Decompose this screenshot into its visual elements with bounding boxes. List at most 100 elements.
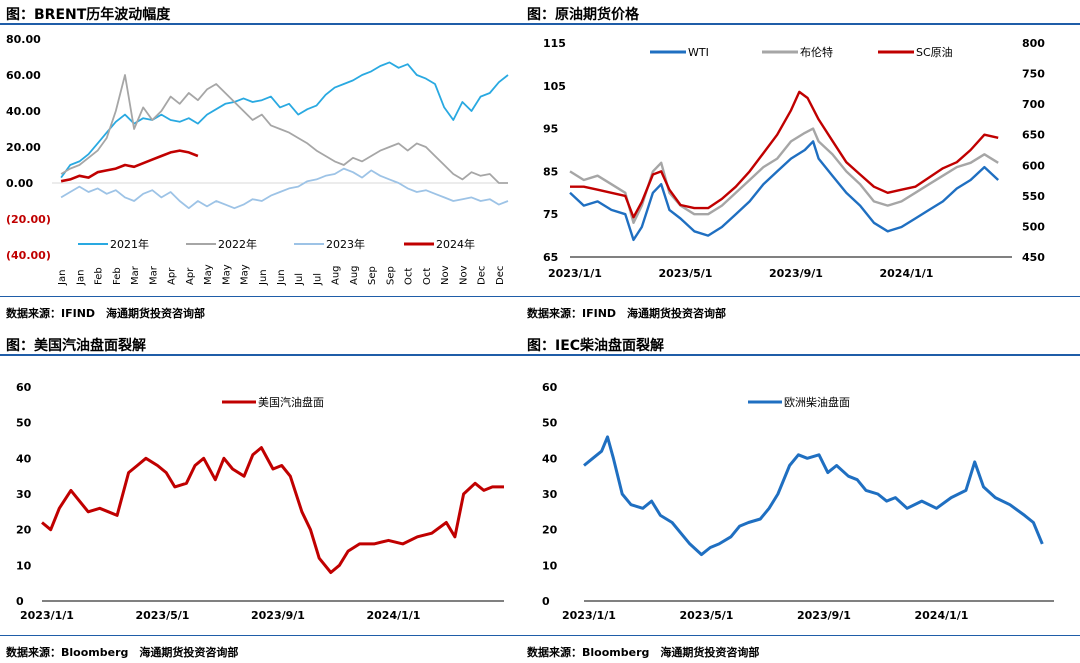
brent-volatility-chart: 80.00 60.00 40.00 20.00 0.00 (20.00) (40.00) Ja… bbox=[6, 33, 509, 286]
y-tick-label: 40 bbox=[542, 452, 558, 465]
y-tick-label: 40 bbox=[16, 452, 32, 465]
y-tick-label: 105 bbox=[543, 80, 566, 93]
y-tick-label: 20.00 bbox=[6, 141, 41, 154]
x-tick-label: Dec bbox=[477, 266, 488, 285]
panel-us-gasoline-crack: 图：美国汽油盘面裂解 60 50 40 30 20 10 0 2023/1/1 2023/5/1… bbox=[0, 331, 540, 662]
panel-iec-diesel-crack: 图：IEC柴油盘面裂解 60 50 40 30 20 10 0 2023/1/1 2023/5/… bbox=[526, 331, 1080, 662]
data-source: 数据来源：Bloomberg 海通期货投资咨询部 bbox=[6, 646, 239, 659]
series-line-0 bbox=[583, 435, 1044, 557]
x-tick-label: Sep bbox=[367, 266, 378, 285]
x-tick-label: Mar bbox=[130, 265, 141, 285]
x-tick-label: Oct bbox=[422, 268, 433, 285]
x-tick-label: May bbox=[203, 264, 214, 285]
legend-label: 2021年 bbox=[110, 237, 149, 251]
chart-title: 图：BRENT历年波动幅度 bbox=[6, 7, 171, 23]
x-tick-label: Apr bbox=[185, 267, 196, 285]
panel-crude-futures: 图：原油期货价格 115 105 95 85 75 65 800 750 700 650 600 55… bbox=[526, 0, 1080, 331]
data-source: 数据来源：Bloomberg 海通期货投资咨询部 bbox=[527, 646, 760, 659]
x-tick-label: Mar bbox=[148, 265, 159, 285]
y2-tick-label: 450 bbox=[1022, 251, 1045, 264]
x-tick-label: May bbox=[221, 264, 232, 285]
x-tick-label: Aug bbox=[331, 265, 342, 285]
x-tick-label: Oct bbox=[404, 268, 415, 285]
y-tick-label: 60 bbox=[16, 381, 32, 394]
y2-tick-label: 800 bbox=[1022, 37, 1045, 50]
legend-label: 欧洲柴油盘面 bbox=[784, 395, 850, 409]
y-tick-label: 10 bbox=[542, 559, 558, 572]
y-tick-label: (40.00) bbox=[6, 249, 51, 262]
x-tick-label: Jun bbox=[276, 269, 287, 286]
y-tick-label: 20 bbox=[542, 524, 558, 537]
title-divider bbox=[526, 354, 1080, 356]
chart-title: 图：美国汽油盘面裂解 bbox=[6, 338, 146, 354]
y-tick-label: 10 bbox=[16, 559, 32, 572]
x-tick-label: 2024/1/1 bbox=[880, 267, 934, 280]
y-tick-label: 0.00 bbox=[6, 177, 33, 190]
x-tick-label: Jul bbox=[294, 273, 305, 286]
title-divider bbox=[0, 23, 540, 25]
legend-label: 美国汽油盘面 bbox=[258, 395, 324, 409]
source-divider bbox=[526, 296, 1080, 297]
y2-tick-label: 700 bbox=[1022, 98, 1045, 111]
title-divider bbox=[0, 354, 540, 356]
y2-tick-label: 500 bbox=[1022, 220, 1045, 233]
y-tick-label: 65 bbox=[543, 251, 558, 264]
chart-title: 图：IEC柴油盘面裂解 bbox=[527, 338, 665, 354]
iec-diesel-crack-chart: 60 50 40 30 20 10 0 2023/1/1 2023/5/1 2023/9/1 202… bbox=[542, 381, 1054, 622]
x-tick-label: 2024/1/1 bbox=[915, 609, 969, 622]
series-line-2 bbox=[570, 90, 999, 219]
series-line-1 bbox=[60, 74, 508, 184]
y-tick-label: 30 bbox=[542, 488, 558, 501]
title-divider bbox=[526, 23, 1080, 25]
x-tick-label: Aug bbox=[349, 265, 360, 285]
series-line-0 bbox=[569, 140, 1000, 242]
x-tick-label: 2023/9/1 bbox=[797, 609, 851, 622]
legend-label: SC原油 bbox=[916, 45, 953, 59]
y-tick-label: 75 bbox=[543, 208, 558, 221]
legend-label: 布伦特 bbox=[800, 45, 833, 59]
chart-title: 图：原油期货价格 bbox=[527, 7, 639, 23]
series-line-1 bbox=[569, 127, 999, 224]
x-tick-label: 2023/5/1 bbox=[659, 267, 713, 280]
y-tick-label: 60 bbox=[542, 381, 558, 394]
series-line-0 bbox=[41, 446, 504, 574]
data-source: 数据来源：IFIND 海通期货投资咨询部 bbox=[6, 307, 206, 320]
x-tick-label: 2023/1/1 bbox=[548, 267, 602, 280]
source-divider bbox=[526, 635, 1080, 636]
x-tick-label: Jul bbox=[312, 273, 323, 286]
x-tick-label: 2023/5/1 bbox=[680, 609, 734, 622]
y-tick-label: 0 bbox=[542, 595, 550, 608]
y-tick-label: 20 bbox=[16, 524, 32, 537]
y-tick-label: (20.00) bbox=[6, 213, 51, 226]
source-divider bbox=[0, 296, 540, 297]
x-tick-label: Feb bbox=[94, 267, 105, 285]
x-tick-label: Jun bbox=[258, 269, 269, 286]
legend-label: WTI bbox=[688, 46, 709, 59]
x-tick-label: Jan bbox=[57, 270, 68, 286]
x-tick-label: 2024/1/1 bbox=[367, 609, 421, 622]
y-tick-label: 0 bbox=[16, 595, 24, 608]
x-tick-label: 2023/1/1 bbox=[20, 609, 74, 622]
y-tick-label: 30 bbox=[16, 488, 32, 501]
crude-futures-chart: 115 105 95 85 75 65 800 750 700 650 600 550 500 450 20… bbox=[543, 37, 1045, 280]
x-tick-label: Nov bbox=[458, 265, 469, 285]
y2-tick-label: 750 bbox=[1022, 68, 1045, 81]
y-tick-label: 40.00 bbox=[6, 105, 41, 118]
x-tick-label: Nov bbox=[440, 265, 451, 285]
legend-label: 2022年 bbox=[218, 237, 257, 251]
y-tick-label: 50 bbox=[16, 417, 32, 430]
data-source: 数据来源：IFIND 海通期货投资咨询部 bbox=[527, 307, 727, 320]
x-tick-label: 2023/1/1 bbox=[562, 609, 616, 622]
y2-tick-label: 550 bbox=[1022, 190, 1045, 203]
series-line-0 bbox=[60, 61, 509, 179]
series-line-3 bbox=[60, 149, 199, 183]
y2-tick-label: 600 bbox=[1022, 159, 1045, 172]
y-tick-label: 115 bbox=[543, 37, 566, 50]
y-tick-label: 80.00 bbox=[6, 33, 41, 46]
x-tick-label: Jan bbox=[75, 270, 86, 286]
y-tick-label: 85 bbox=[543, 165, 558, 178]
panel-brent-volatility: 图：BRENT历年波动幅度 80.00 60.00 40.00 20.00 0.00 (2… bbox=[0, 0, 540, 331]
legend-label: 2023年 bbox=[326, 237, 365, 251]
x-tick-label: Apr bbox=[167, 267, 178, 285]
